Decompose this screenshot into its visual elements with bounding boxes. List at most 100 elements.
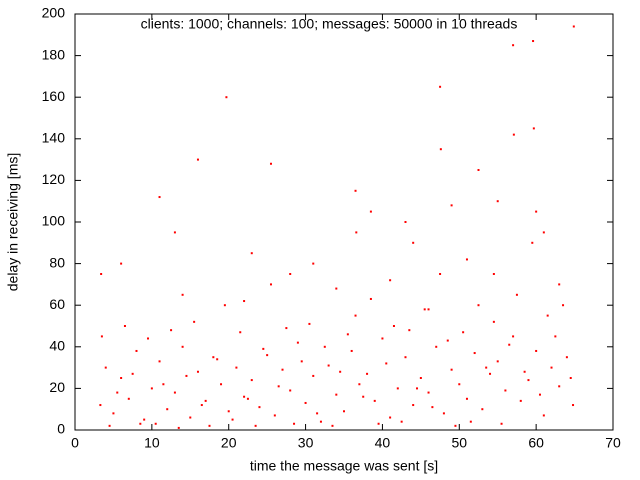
point — [366, 372, 369, 375]
point — [143, 418, 146, 421]
point — [558, 283, 561, 286]
point — [442, 412, 445, 415]
point — [446, 339, 449, 342]
point — [527, 379, 530, 382]
point — [416, 387, 419, 390]
point — [227, 410, 230, 413]
point — [458, 383, 461, 386]
point — [492, 273, 495, 275]
point — [350, 349, 353, 352]
point — [389, 279, 392, 282]
point — [166, 408, 169, 411]
point — [377, 422, 380, 425]
point — [450, 368, 453, 371]
point — [431, 406, 434, 409]
point — [535, 349, 538, 352]
y-tick-label: 160 — [42, 88, 66, 104]
point — [523, 370, 526, 373]
y-tick-label: 80 — [49, 254, 65, 270]
point — [408, 329, 411, 332]
point — [204, 399, 207, 402]
point — [532, 40, 535, 43]
point — [439, 85, 442, 88]
point — [250, 379, 253, 382]
x-tick-label: 10 — [144, 435, 160, 451]
point — [355, 231, 358, 234]
point — [465, 258, 468, 261]
y-tick-label: 120 — [42, 171, 66, 187]
point — [454, 424, 457, 427]
point — [450, 204, 453, 207]
point — [269, 283, 272, 286]
point — [277, 385, 280, 388]
y-tick-label: 60 — [49, 296, 65, 312]
point — [220, 383, 223, 386]
point — [335, 287, 338, 290]
point — [538, 393, 541, 396]
point — [546, 314, 549, 317]
point — [473, 352, 476, 355]
point — [319, 420, 322, 423]
point — [496, 200, 499, 203]
y-tick-label: 40 — [49, 338, 65, 354]
point — [427, 391, 430, 394]
point — [273, 414, 276, 417]
point — [258, 406, 261, 409]
point — [508, 343, 511, 346]
y-tick-label: 100 — [42, 213, 66, 229]
point — [289, 389, 292, 392]
point — [331, 424, 334, 427]
point — [189, 416, 192, 419]
point — [423, 308, 426, 311]
point — [542, 231, 545, 234]
point — [196, 370, 199, 373]
y-tick-label: 20 — [49, 379, 65, 395]
point — [554, 335, 557, 338]
point — [181, 293, 184, 296]
point — [104, 366, 107, 369]
point — [562, 304, 565, 307]
point — [346, 333, 349, 336]
point — [100, 273, 103, 275]
y-tick-label: 0 — [57, 421, 65, 437]
point — [269, 162, 272, 165]
point — [262, 347, 265, 350]
point — [231, 418, 234, 421]
point — [293, 422, 296, 425]
point — [339, 370, 342, 373]
point — [500, 422, 503, 425]
point — [120, 377, 123, 379]
point — [316, 412, 319, 415]
x-tick-label: 30 — [298, 435, 314, 451]
point — [223, 304, 226, 307]
point — [116, 391, 119, 394]
point — [400, 420, 403, 423]
point — [216, 358, 219, 361]
point — [158, 196, 161, 199]
point — [250, 252, 253, 255]
point — [512, 335, 515, 338]
point — [108, 424, 111, 427]
point — [477, 304, 480, 307]
point — [572, 404, 575, 407]
point — [427, 308, 430, 311]
point — [542, 414, 545, 417]
point — [173, 231, 176, 234]
point — [412, 241, 415, 244]
point — [147, 337, 150, 340]
point — [289, 273, 292, 275]
point — [489, 372, 492, 375]
x-tick-label: 50 — [451, 435, 467, 451]
point — [285, 327, 288, 330]
point — [512, 44, 515, 47]
point — [535, 210, 538, 213]
point — [504, 389, 507, 392]
point — [212, 356, 215, 359]
point — [266, 354, 269, 357]
point — [131, 372, 134, 375]
point — [193, 320, 196, 323]
point — [296, 341, 299, 344]
point — [572, 25, 575, 28]
y-tick-label: 140 — [42, 130, 66, 146]
